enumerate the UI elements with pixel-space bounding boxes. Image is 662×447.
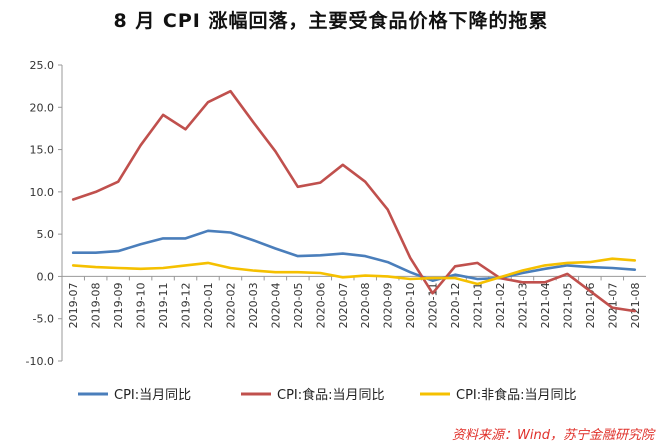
series-lines [71, 89, 637, 313]
y-tick-label: 15.0 [30, 144, 55, 157]
x-tick-label: 2021-05 [561, 282, 574, 328]
x-tick-label: 2020-05 [292, 282, 305, 328]
x-tick-label: 2021-02 [494, 282, 507, 328]
y-tick-label: 10.0 [30, 186, 55, 199]
series-line-2 [71, 89, 637, 313]
x-tick-label: 2020-10 [404, 282, 417, 328]
x-tick-label: 2020-01 [202, 282, 215, 328]
source-note: 资料来源：Wind，苏宁金融研究院 [452, 428, 654, 443]
legend-label: CPI:当月同比 [114, 388, 191, 403]
series-line-3 [71, 257, 637, 286]
legend: CPI:当月同比 CPI:食品:当月同比 CPI:非食品:当月同比 [78, 387, 577, 403]
series-line-1 [71, 229, 637, 283]
x-tick-label: 2019-07 [67, 282, 80, 328]
x-tick-label: 2021-01 [472, 282, 485, 328]
x-tick-label: 2021-08 [629, 282, 642, 328]
x-tick-label: 2019-10 [135, 282, 148, 328]
x-tick-label: 2020-09 [382, 282, 395, 328]
x-tick-label: 2021-04 [539, 282, 552, 328]
x-axis: 2019-07 2019-08 2019-09 2019-10 2019-11 2019-… [61, 275, 646, 328]
y-axis: 25.0 20.0 15.0 10.0 5.0 0.0 -5.0 -10.0 [26, 59, 63, 368]
y-tick-label: 25.0 [30, 59, 55, 72]
x-tick-label: 2020-02 [224, 282, 237, 328]
x-tick-label: 2021-03 [516, 282, 529, 328]
x-tick-label: 2020-04 [269, 282, 282, 328]
legend-label: CPI:非食品:当月同比 [456, 387, 577, 403]
x-tick-label: 2020-06 [314, 282, 327, 328]
x-tick-label: 2020-11 [427, 282, 440, 328]
x-tick-label: 2021-07 [606, 282, 619, 328]
y-tick-label: -10.0 [26, 355, 54, 368]
chart-title: 8 月 CPI 涨幅回落，主要受食品价格下降的拖累 [113, 10, 549, 32]
x-tick-label: 2020-03 [247, 282, 260, 328]
y-tick-label: 20.0 [30, 101, 55, 114]
x-tick-label: 2020-12 [449, 282, 462, 328]
y-tick-label: 0.0 [37, 270, 55, 283]
x-tick-label: 2019-11 [157, 282, 170, 328]
x-tick-label: 2019-12 [180, 282, 193, 328]
x-tick-label: 2019-09 [112, 282, 125, 328]
y-tick-label: 5.0 [37, 228, 55, 241]
x-tick-label: 2019-08 [90, 282, 103, 328]
x-tick-label: 2020-07 [337, 282, 350, 328]
x-tick-label: 2020-08 [359, 282, 372, 328]
legend-label: CPI:食品:当月同比 [277, 387, 385, 403]
y-tick-label: -5.0 [33, 313, 54, 326]
